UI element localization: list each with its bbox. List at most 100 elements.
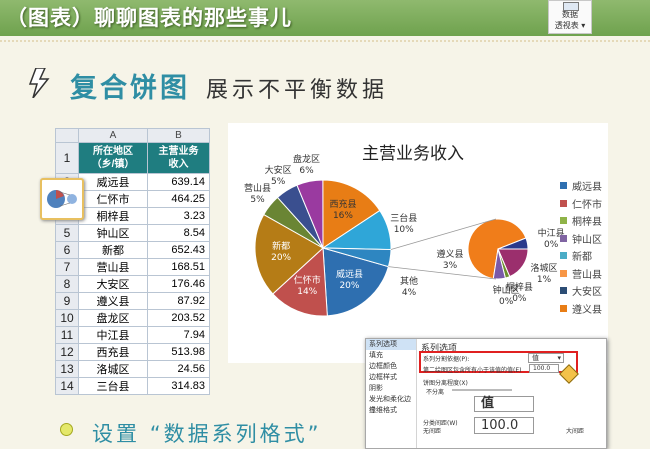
cell-value[interactable]: 652.43 [147,241,210,259]
chart-canvas [254,179,529,317]
legend-item[interactable]: 新都 [560,247,602,265]
dialog-nav-item[interactable]: 边框样式 [369,373,397,381]
cell-region[interactable]: 新都 [78,241,148,259]
cell-value[interactable]: 168.51 [147,258,210,276]
gap-slider[interactable] [452,389,512,391]
row-number[interactable]: 5 [55,224,79,242]
row-number[interactable]: 13 [55,360,79,378]
slide-heading: 复合饼图 [70,73,190,104]
split-by-select[interactable]: 值 ▾ [528,353,564,363]
table-row: 4桐梓县3.23 [55,207,210,225]
cell-region[interactable]: 钟山区 [78,224,148,242]
cell-region[interactable]: 营山县 [78,258,148,276]
cell-value[interactable]: 464.25 [147,190,210,208]
row-number[interactable]: 6 [55,241,79,259]
pivot-table-button[interactable]: 数据 透视表 ▾ [548,0,592,34]
legend-swatch [560,199,567,207]
cell-value[interactable]: 87.92 [147,292,210,310]
row-number[interactable]: 1 [55,142,79,174]
cell-region[interactable]: 仁怀市 [78,190,148,208]
row-number[interactable]: 11 [55,326,79,344]
cell-value[interactable]: 203.52 [147,309,210,327]
second-plot-label: 第二绘图区包含所有小于该值的值(E) [423,367,522,374]
column-header-a[interactable]: A [78,128,148,143]
cell-region[interactable]: 洛城区 [78,360,148,378]
data-label: 其他 4% [399,277,418,298]
dialog-nav-item[interactable]: 边框颜色 [369,362,397,370]
row-number[interactable]: 12 [55,343,79,361]
pivot-table-icon [563,2,579,11]
chart-legend: 威远县仁怀市 桐梓县钟山区新都 营山县 大安区 遵义县 [560,177,602,317]
legend-item[interactable]: 威远县 [560,177,602,195]
dialog-nav-item[interactable]: 发光和柔化边缘 [369,395,411,414]
table-row: 3仁怀市464.25 [55,190,210,208]
main-pie-slice[interactable] [322,247,390,317]
cell-region[interactable]: 遵义县 [78,292,148,310]
legend-swatch [560,287,567,295]
data-label: 遵义县 3% [436,250,464,271]
header-cell-region[interactable]: 所在地区 （乡/镇） [78,142,148,174]
cell-value[interactable]: 513.98 [147,343,210,361]
table-row: 5 钟山区 8.54 [55,224,210,242]
row-number[interactable]: 14 [55,377,79,395]
legend-label: 新都 [572,252,592,264]
legend-label: 钟山区 [572,234,602,246]
row-number[interactable]: 8 [55,275,79,293]
cell-value[interactable]: 3.23 [147,207,210,225]
header-cell-revenue[interactable]: 主营业务 收入 [147,142,210,174]
spreadsheet: A B 1 所在地区 （乡/镇） 主营业务 收入 2威远县639.143仁怀市4… [55,128,210,395]
cell-value[interactable]: 8.54 [147,224,210,242]
footer-prefix: 设置 [92,422,140,446]
legend-item[interactable]: 仁怀市 [560,195,602,213]
cell-region[interactable]: 大安区 [78,275,148,293]
corner-cell[interactable] [55,128,79,143]
chart-thumbnail-icon[interactable] [40,178,84,220]
pivot-button-line1: 数据 [562,10,578,19]
split-by-label: 系列分割依据(P): [423,356,470,363]
table-row: 6 新都 652.43 [55,241,210,259]
column-header-b[interactable]: B [147,128,210,143]
cell-value[interactable]: 639.14 [147,173,210,191]
secondary-pie-slice[interactable] [467,218,527,280]
legend-item[interactable]: 营山县 [560,265,602,283]
cell-region[interactable]: 威远县 [78,173,148,191]
table-row: 10 盘龙区 203.52 [55,309,210,327]
data-label: 桐梓县 0% [505,283,533,305]
legend-item[interactable]: 钟山区 [560,230,602,248]
cell-region[interactable]: 中江县 [78,326,148,344]
cell-region[interactable]: 桐梓县 [78,207,148,225]
size-label-2: 无间距 [423,428,442,435]
table-row: 9 遵义县 87.92 [55,292,210,310]
main-pie-slice[interactable] [322,179,381,249]
divider [0,40,650,42]
dialog-nav-item[interactable]: 阴影 [369,384,383,392]
cell-region[interactable]: 盘龙区 [78,309,148,327]
cell-region[interactable]: 三台县 [78,377,148,395]
legend-item[interactable]: 大安区 [560,282,602,300]
gap-left-label: 不分离 [426,389,445,396]
legend-item[interactable]: 遵义县 [560,300,602,318]
dialog-nav-item[interactable]: 填充 [369,351,383,359]
main-pie-slice[interactable] [254,213,324,295]
main-pie-slice[interactable] [272,246,328,317]
dialog-nav-item[interactable]: 三维格式 [369,406,397,414]
legend-item[interactable]: 桐梓县 [560,212,602,230]
cell-value[interactable]: 176.46 [147,275,210,293]
row-number[interactable]: 7 [55,258,79,276]
pie-of-pie-chart[interactable]: 主营业务收入 威远县 20% 仁怀市 14% 新都 20% 营山县 5% 大安区 5% 盘… [228,123,608,363]
row-number[interactable]: 10 [55,309,79,327]
header-revenue-text: 主营业务 收入 [158,146,199,170]
table-row: 11 中江县 7.94 [55,326,210,344]
legend-label: 仁怀市 [572,199,602,211]
connector-line [388,266,497,280]
gap-label: 饼图分离程度(X) [423,380,468,387]
cell-value[interactable]: 314.83 [147,377,210,395]
dialog-nav-item[interactable]: 系列选项 [366,339,416,350]
second-plot-input[interactable]: 100.0 [529,364,559,373]
data-label: 盘龙区 6% [293,154,321,176]
dialog-section-title: 系列选项 [421,344,458,354]
cell-region[interactable]: 西充县 [78,343,148,361]
cell-value[interactable]: 24.56 [147,360,210,378]
row-number[interactable]: 9 [55,292,79,310]
cell-value[interactable]: 7.94 [147,326,210,344]
